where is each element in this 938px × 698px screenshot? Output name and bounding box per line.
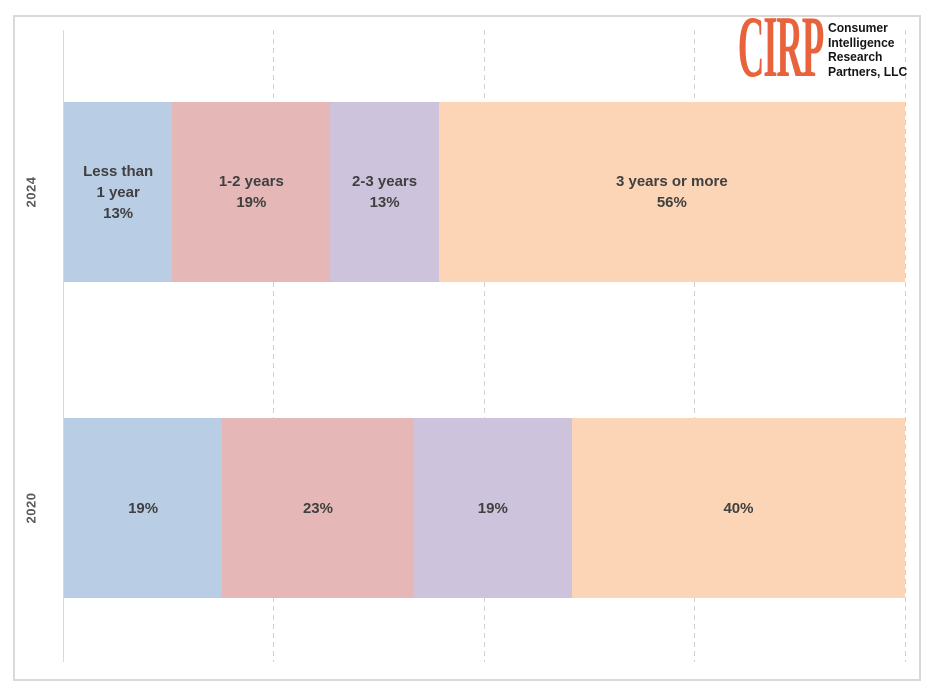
axis-label-2020: 2020 bbox=[23, 492, 39, 524]
cirp-logo-acronym: CIRP bbox=[737, 0, 824, 96]
bar-segment: 2-3 years 13% bbox=[330, 102, 439, 282]
gridline-75pct bbox=[694, 30, 695, 662]
segment-label: 40% bbox=[723, 499, 754, 517]
logo-name-line: Consumer bbox=[827, 20, 888, 35]
logo-name-line: Research bbox=[827, 49, 883, 64]
chart-frame bbox=[13, 15, 921, 681]
gridline-100pct bbox=[905, 30, 906, 662]
segment-label: 23% bbox=[302, 499, 333, 517]
bar-segment: 23% bbox=[222, 418, 414, 598]
bar-segment: 19% bbox=[64, 418, 223, 598]
bar-segment: 40% bbox=[571, 418, 905, 598]
cirp-logo-name: Consumer Intelligence Research Partners,… bbox=[827, 20, 913, 79]
bar-segment: 1-2 years 19% bbox=[172, 102, 331, 282]
bar-segment: 19% bbox=[413, 418, 572, 598]
axis-label-2024: 2024 bbox=[23, 176, 39, 208]
segment-label: 3 years or more 56% bbox=[615, 173, 728, 211]
logo-name-line: Intelligence bbox=[827, 34, 895, 50]
segment-label: 2-3 years 13% bbox=[352, 173, 418, 211]
cirp-logo: CIRP Consumer Intelligence Research Part… bbox=[620, 0, 913, 96]
segment-label: 19% bbox=[477, 499, 508, 517]
bar-segment: Less than 1 year 13% bbox=[64, 102, 173, 282]
gridline-50pct bbox=[484, 30, 485, 662]
segment-label: 19% bbox=[128, 499, 159, 517]
logo-name-line: Partners, LLC bbox=[827, 63, 908, 79]
gridline-25pct bbox=[273, 30, 274, 662]
segment-label: 1-2 years 19% bbox=[218, 173, 284, 211]
y-axis-line bbox=[63, 30, 64, 662]
bar-segment: 3 years or more 56% bbox=[438, 102, 905, 282]
bar-2020: 19% 23% 19% 40% bbox=[64, 418, 905, 598]
segment-label: Less than 1 year 13% bbox=[83, 162, 154, 222]
bar-2024: Less than 1 year 13% 1-2 years 19% 2-3 yea… bbox=[64, 102, 905, 282]
